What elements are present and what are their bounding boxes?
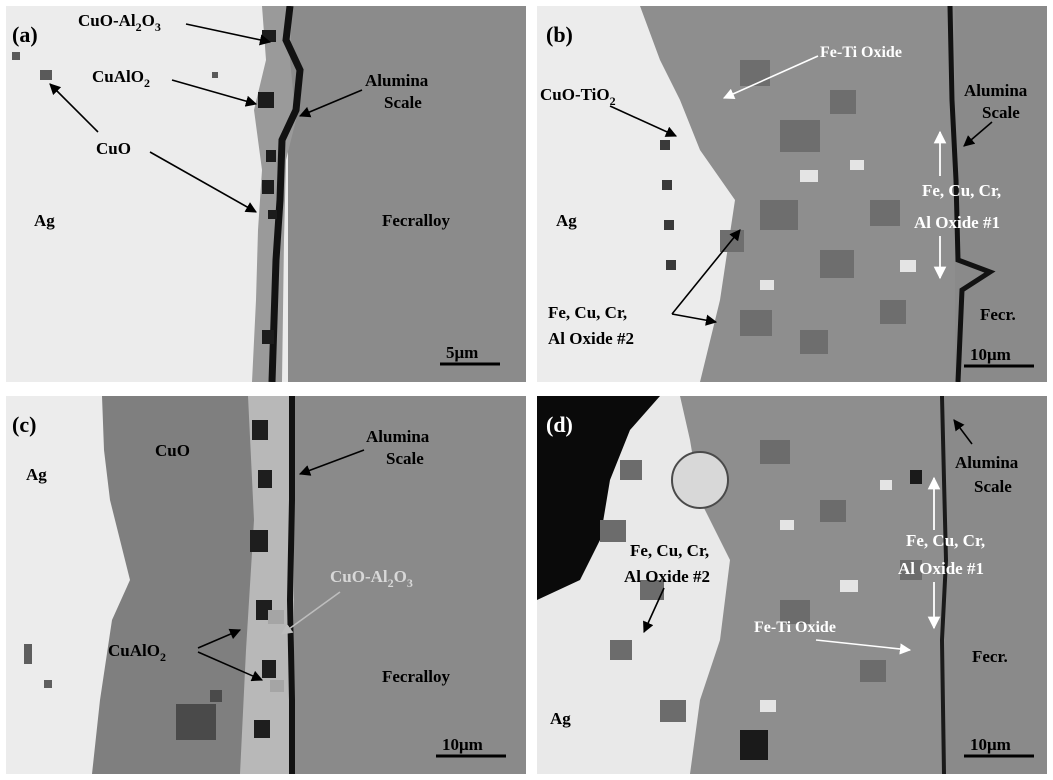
label-oxide1-line1: Fe, Cu, Cr, (922, 181, 1001, 200)
panel-d (537, 396, 1047, 774)
panel-a-labels: (a) CuO-Al2O3 CuAlO2 CuO Ag Alumina Scal… (12, 11, 500, 366)
fecralloy-phase (288, 6, 526, 382)
label-alumina-line2: Scale (384, 93, 422, 112)
label-alumina-line1: Alumina (964, 81, 1028, 100)
scale-bar-label: 10μm (970, 735, 1011, 754)
arrow (197, 651, 264, 682)
scale-bar-label: 10μm (442, 735, 483, 754)
label-alumina-line2: Scale (386, 449, 424, 468)
label-fecralloy: Fecralloy (382, 667, 450, 686)
panel-letter: (a) (12, 22, 38, 47)
label-fe-ti-oxide: Fe-Ti Oxide (820, 44, 902, 61)
panel-a (6, 6, 526, 382)
panel-letter: (d) (546, 412, 573, 437)
label-alumina-line2: Scale (974, 477, 1012, 496)
cuo-particles (12, 52, 218, 80)
silver-specks (24, 644, 52, 688)
label-oxide1-line2: Al Oxide #1 (898, 559, 984, 578)
cuo-phase (92, 396, 262, 774)
panel-b-labels: (b) Fe-Ti Oxide CuO-TiO2 Ag Alumina Scal… (540, 22, 1034, 368)
label-cuo-tio2: CuO-TiO2 (540, 85, 616, 108)
label-ag: Ag (550, 709, 571, 728)
label-oxide2-line2: Al Oxide #2 (624, 567, 710, 586)
arrow (722, 55, 819, 100)
label-fecralloy: Fecralloy (382, 211, 450, 230)
arrow (281, 591, 341, 635)
arrow (197, 628, 242, 649)
arrow (609, 105, 678, 137)
oxide-grains (720, 60, 906, 354)
label-ag: Ag (556, 211, 577, 230)
label-oxide2-line1: Fe, Cu, Cr, (630, 541, 709, 560)
arrow (643, 587, 665, 634)
cluster (176, 690, 222, 740)
arrow (149, 151, 257, 213)
label-alumina-line1: Alumina (366, 427, 430, 446)
label-fecr: Fecr. (972, 647, 1008, 666)
label-cuo: CuO (96, 139, 131, 158)
arrow (171, 79, 258, 107)
arrow (963, 121, 993, 147)
pore (671, 451, 729, 509)
scale-bar-label: 5μm (446, 343, 478, 362)
fecralloy-phase (294, 396, 526, 774)
oxide-grains (600, 440, 922, 722)
alumina-scale (268, 6, 304, 382)
silver-inclusions (760, 480, 892, 712)
fecralloy-phase (945, 396, 1047, 774)
arrow (298, 89, 363, 118)
label-fe-ti-oxide: Fe-Ti Oxide (754, 619, 836, 636)
cuo-tio2-grains (660, 140, 676, 270)
label-ag: Ag (34, 211, 55, 230)
arrow (671, 313, 718, 326)
label-cualo2: CuAlO2 (92, 67, 150, 90)
panel-b (537, 6, 1047, 382)
label-cuo-al2o3: CuO-Al2O3 (330, 567, 413, 590)
panel-letter: (c) (12, 412, 36, 437)
panel-letter: (b) (546, 22, 573, 47)
label-oxide2-line2: Al Oxide #2 (548, 329, 634, 348)
label-cuo-al2o3: CuO-Al2O3 (78, 11, 161, 34)
arrow (815, 639, 912, 655)
arrow (298, 449, 365, 476)
label-oxide1-line1: Fe, Cu, Cr, (906, 531, 985, 550)
void-region (537, 396, 660, 600)
label-alumina-line1: Alumina (955, 453, 1019, 472)
panel-c-labels: (c) CuO Ag Alumina Scale CuO-Al2O3 CuAlO… (12, 412, 506, 758)
alumina-scale (286, 396, 295, 774)
arrow (953, 419, 973, 445)
label-cuo: CuO (155, 441, 190, 460)
arrow (49, 83, 99, 133)
alumina-scale (947, 6, 996, 382)
label-alumina-line1: Alumina (365, 71, 429, 90)
oxide-zone (640, 6, 955, 382)
alumina-scale (939, 396, 949, 774)
label-oxide1-line2: Al Oxide #1 (914, 213, 1000, 232)
arrow (671, 229, 741, 315)
panel-c (6, 396, 526, 774)
scale-bar-label: 10μm (970, 345, 1011, 364)
label-fecr: Fecr. (980, 305, 1016, 324)
cuo-al2o3-grains (268, 610, 284, 692)
label-ag: Ag (26, 465, 47, 484)
dark-particles (740, 470, 922, 760)
label-oxide2-line1: Fe, Cu, Cr, (548, 303, 627, 322)
silver-inclusions (760, 160, 916, 290)
panel-d-labels: (d) Alumina Scale Fe, Cu, Cr, Al Oxide #… (546, 412, 1034, 758)
arrow (185, 23, 272, 46)
label-cualo2: CuAlO2 (108, 641, 166, 664)
label-alumina-line2: Scale (982, 103, 1020, 122)
fecralloy-phase (955, 6, 1047, 382)
